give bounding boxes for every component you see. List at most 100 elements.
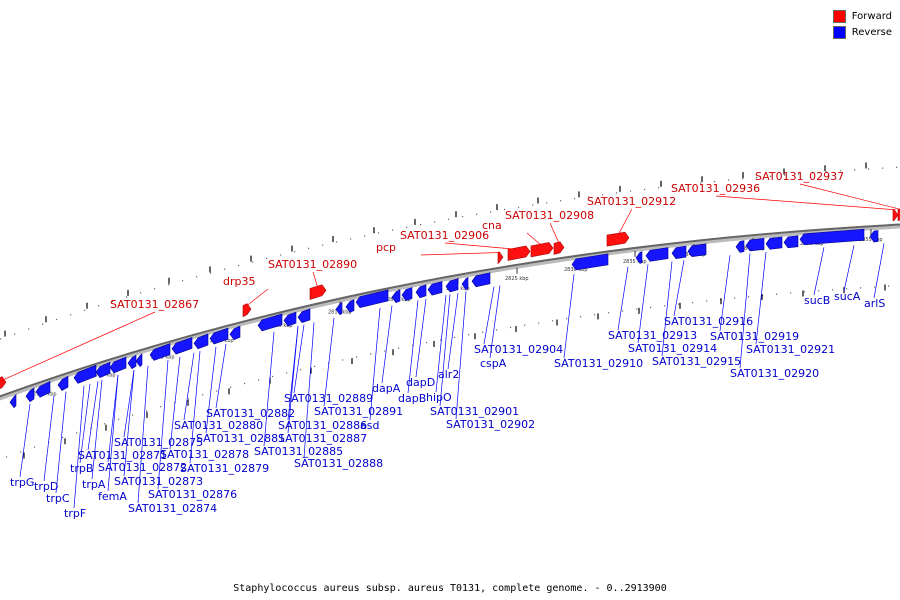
forward-guide-dot xyxy=(896,166,898,168)
reverse-gene-leader xyxy=(87,381,99,451)
forward-guide-dot xyxy=(224,268,226,270)
reverse-gene-block xyxy=(257,313,283,332)
reverse-guide-dot xyxy=(790,292,792,294)
reverse-gene-label: alr2 xyxy=(438,368,459,381)
reverse-gene-block xyxy=(25,387,35,403)
reverse-gene-leader xyxy=(323,317,335,407)
forward-gene-label: SAT0131_02906 xyxy=(400,229,489,242)
reverse-gene-label: SAT0131_02904 xyxy=(474,343,563,356)
forward-guide-dot xyxy=(308,247,310,249)
forward-guide-dot xyxy=(882,167,884,169)
reverse-gene-block xyxy=(193,333,209,350)
reverse-gene-leader xyxy=(123,370,135,477)
reverse-gene-block xyxy=(415,284,427,299)
forward-guide-dot xyxy=(770,175,772,177)
reverse-guide-dot xyxy=(62,436,64,439)
reverse-gene-block xyxy=(427,281,443,296)
reverse-gene-label: SAT0131_02881 xyxy=(196,432,285,445)
forward-guide-dot xyxy=(98,305,100,307)
reverse-gene-leader xyxy=(293,324,305,394)
reverse-gene-leader xyxy=(415,298,427,378)
reverse-gene-leader xyxy=(55,391,67,494)
forward-guide-dot xyxy=(70,314,72,316)
forward-gene-block xyxy=(892,209,899,222)
reverse-gene-label: hipO xyxy=(426,391,452,404)
forward-gene-label: SAT0131_02890 xyxy=(268,258,357,271)
reverse-guide-dot xyxy=(6,456,8,458)
forward-guide-dot xyxy=(154,288,156,290)
reverse-gene-leader xyxy=(123,370,135,438)
reverse-guide-dot xyxy=(160,406,162,408)
forward-guide-dot xyxy=(546,202,548,204)
forward-guide-dot xyxy=(252,261,254,263)
reverse-gene-block xyxy=(127,354,137,370)
forward-guide-dot xyxy=(280,254,282,256)
reverse-gene-leader xyxy=(107,374,119,492)
reverse-gene-label: SAT0131_02889 xyxy=(284,392,373,405)
reverse-guide-dot xyxy=(552,320,554,322)
reverse-guide-dot xyxy=(146,410,148,412)
backbone-shadow xyxy=(0,224,900,401)
reverse-guide-dot xyxy=(202,394,204,396)
reverse-gene-leader xyxy=(617,266,629,331)
reverse-gene-label: SAT0131_02914 xyxy=(628,342,717,355)
reverse-guide-dot xyxy=(272,375,274,378)
reverse-gene-leader xyxy=(719,255,731,332)
scale-tick-label: 2835 kbp xyxy=(623,259,647,265)
forward-gene-block xyxy=(530,242,554,258)
reverse-gene-block xyxy=(345,299,355,313)
forward-gene-label: cna xyxy=(482,219,502,232)
reverse-gene-block xyxy=(869,230,879,243)
forward-guide-dot xyxy=(686,183,688,186)
forward-guide-dot xyxy=(0,338,2,340)
reverse-gene-label: dapD xyxy=(406,376,435,389)
reverse-gene-label: SAT0131_02880 xyxy=(174,419,263,432)
reverse-guide-dot xyxy=(678,303,680,305)
reverse-gene-label: trpD xyxy=(34,480,58,493)
reverse-guide-dot xyxy=(426,341,428,344)
reverse-gene-leader xyxy=(137,365,149,504)
forward-guide-dot xyxy=(238,264,240,267)
reverse-guide-dot xyxy=(650,306,652,309)
forward-gene-block xyxy=(553,241,565,255)
forward-gene-label: SAT0131_02867 xyxy=(110,298,199,311)
reverse-gene-block xyxy=(687,243,707,258)
reverse-gene-block xyxy=(35,381,51,398)
forward-guide-dot xyxy=(672,185,674,187)
reverse-gene-leader xyxy=(381,305,393,384)
forward-guide-dot xyxy=(644,188,646,191)
forward-guide-dot xyxy=(350,238,352,240)
reverse-guide-dot xyxy=(664,305,666,307)
scale-tick-label: 2855 kbp xyxy=(859,237,883,243)
reverse-gene-label: SAT0131_02888 xyxy=(294,457,383,470)
reverse-guide-dot xyxy=(356,356,358,358)
reverse-gene-block xyxy=(283,311,297,327)
reverse-gene-leader xyxy=(19,403,31,478)
reverse-guide-dot xyxy=(538,322,540,324)
reverse-guide-dot xyxy=(440,339,442,341)
forward-guide-dot xyxy=(812,172,814,174)
forward-guide-dot xyxy=(336,241,338,243)
reverse-gene-block xyxy=(745,237,765,252)
reverse-gene-leader xyxy=(455,291,467,420)
reverse-gene-label: trpC xyxy=(46,492,70,505)
forward-guide-dot xyxy=(294,251,296,253)
forward-guide-dot xyxy=(854,169,856,171)
reverse-gene-block xyxy=(229,325,241,341)
reverse-gene-label: SAT0131_02891 xyxy=(314,405,403,418)
reverse-guide-dot xyxy=(692,301,694,304)
reverse-gene-block xyxy=(109,356,127,374)
reverse-guide-dot xyxy=(860,287,862,289)
reverse-gene-label: SAT0131_02915 xyxy=(652,355,741,368)
forward-gene-leader xyxy=(0,311,156,382)
reverse-gene-block xyxy=(209,327,229,345)
reverse-gene-label: trpA xyxy=(82,478,106,491)
reverse-guide-dot xyxy=(244,382,246,385)
reverse-gene-leader xyxy=(205,346,217,434)
forward-gene-leader xyxy=(799,183,900,210)
forward-guide-dot xyxy=(266,257,268,260)
reverse-guide-dot xyxy=(454,336,456,338)
reverse-swatch xyxy=(832,25,846,39)
reverse-gene-block xyxy=(355,289,389,308)
forward-gene-label: pcp xyxy=(376,241,396,254)
